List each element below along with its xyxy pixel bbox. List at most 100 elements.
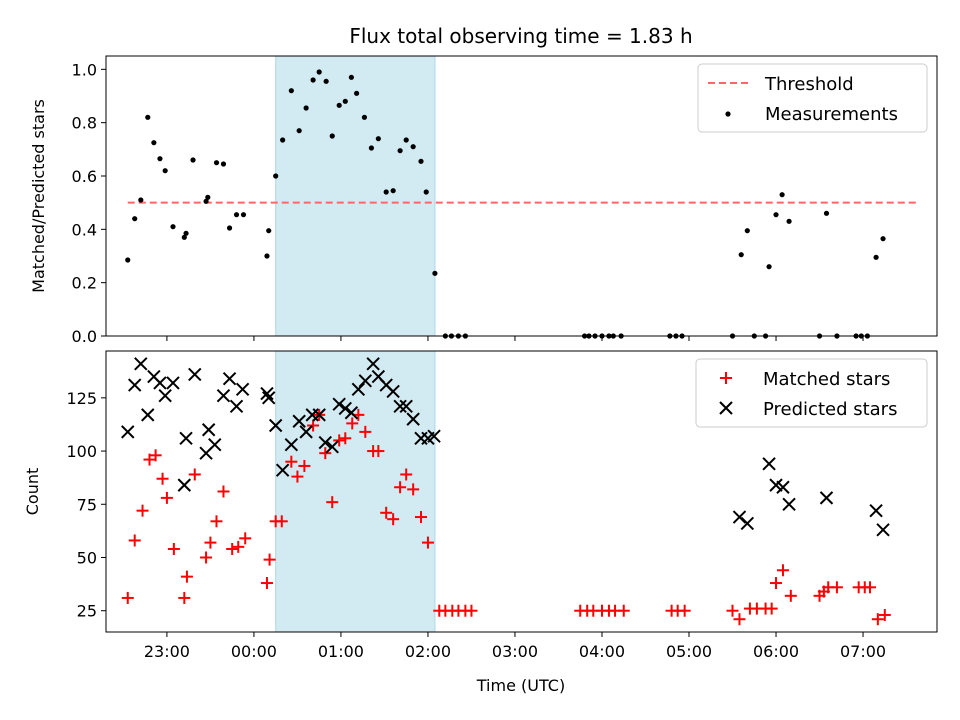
matched-star-point (372, 445, 385, 458)
matched-star-point (830, 581, 843, 594)
predicted-star-point (141, 408, 155, 422)
measurement-point (744, 228, 750, 234)
measurement-point (348, 74, 354, 80)
matched-stars-points (121, 408, 891, 626)
measurement-point (205, 194, 211, 200)
measurement-points (125, 69, 886, 339)
matched-star-point (394, 481, 407, 494)
matched-star-point (380, 506, 393, 519)
predicted-star-point (338, 401, 353, 416)
predicted-star-point (177, 478, 192, 492)
matched-star-point (156, 472, 169, 485)
predicted-star-point (351, 382, 366, 397)
measurement-point (157, 156, 163, 162)
measurement-point (264, 253, 270, 259)
matched-star-point (871, 613, 884, 626)
matched-star-point (260, 577, 273, 590)
measurement-point (368, 145, 374, 151)
measurement-point (181, 234, 187, 240)
measurement-point (296, 128, 302, 134)
predicted-star-point (179, 431, 193, 445)
matched-star-point (128, 534, 141, 547)
measurement-point (432, 270, 438, 276)
predicted-star-point (312, 408, 326, 422)
predicted-star-point (869, 503, 883, 518)
predicted-star-point (292, 414, 306, 428)
chart-title: Flux total observing time = 1.83 h (349, 24, 692, 48)
predicted-star-point (393, 399, 407, 414)
predicted-star-point (299, 425, 313, 439)
predicted-legend-label: Predicted stars (763, 399, 897, 420)
predicted-star-point (876, 523, 890, 537)
measurement-point (823, 210, 830, 216)
matched-star-point (275, 515, 288, 528)
matched-star-point (167, 542, 180, 555)
matched-star-point (143, 453, 156, 466)
matched-star-point (339, 432, 352, 445)
measurement-point (288, 88, 294, 94)
ratio-y-ticks: 0.0 0.2 0.4 0.6 0.8 1.0 (72, 60, 106, 346)
predicted-star-point (158, 388, 172, 403)
measurement-point (403, 137, 409, 143)
matched-star-point (784, 589, 797, 602)
matched-star-point (121, 591, 134, 604)
ratio-legend: Threshold Measurements (697, 63, 928, 133)
predicted-star-point (406, 412, 420, 426)
ratio-x-ticks (166, 336, 864, 341)
matched-star-point (407, 483, 420, 496)
matched-star-point (414, 511, 427, 524)
matched-legend-swatch (720, 372, 732, 384)
x-tick-label: 05:00 (666, 642, 712, 661)
matched-star-point (319, 447, 332, 460)
measurement-point (316, 69, 322, 75)
measurement-point (323, 78, 329, 84)
threshold-legend-label: Threshold (764, 74, 854, 95)
x-tick-label: 03:00 (492, 642, 538, 661)
matched-star-point (617, 604, 630, 617)
measurements-legend-swatch (725, 111, 731, 117)
measurement-point (273, 173, 279, 179)
matched-star-point (307, 419, 320, 432)
x-tick-label: 07:00 (840, 642, 886, 661)
matched-star-point (765, 602, 778, 615)
measurement-point (329, 133, 335, 139)
predicted-star-point (344, 406, 359, 420)
measurement-point (280, 137, 286, 143)
predicted-star-point (229, 399, 244, 414)
x-axis-label: Time (UTC) (476, 676, 565, 695)
predicted-star-point (134, 357, 148, 371)
y-tick-label: 0.0 (72, 327, 97, 346)
predicted-star-point (332, 397, 346, 411)
predicted-star-point (208, 437, 222, 452)
y-tick-label: 75 (77, 495, 97, 514)
measurement-point (873, 254, 879, 260)
predicted-star-point (128, 378, 142, 392)
y-tick-label: 0.4 (72, 220, 97, 239)
matched-star-point (210, 515, 223, 528)
predicted-star-point (216, 388, 231, 403)
measurement-point (361, 114, 368, 120)
y-tick-label: 0.6 (72, 167, 97, 186)
measurement-point (880, 236, 886, 242)
measurement-point (423, 189, 429, 195)
x-tick-label: 23:00 (144, 642, 190, 661)
matched-star-point (217, 485, 230, 498)
predicted-star-point (268, 418, 283, 433)
ratio-y-axis-label: Matched/Predicted stars (29, 99, 48, 293)
predicted-star-point (284, 437, 299, 452)
matched-star-point (726, 604, 739, 617)
predicted-star-point (732, 510, 747, 524)
measurement-point (233, 212, 240, 218)
matched-star-point (136, 504, 149, 517)
x-tick-label: 01:00 (318, 642, 364, 661)
predicted-star-point (399, 399, 413, 414)
measurement-point (779, 192, 785, 198)
measurement-point (397, 148, 403, 154)
count-legend: Matched stars Predicted stars (695, 358, 928, 428)
matched-star-point (776, 564, 789, 577)
measurement-point (383, 189, 389, 195)
predicted-star-point (782, 497, 796, 511)
y-tick-label: 125 (66, 389, 97, 408)
measurement-point (151, 140, 157, 146)
predicted-star-point (776, 480, 790, 494)
